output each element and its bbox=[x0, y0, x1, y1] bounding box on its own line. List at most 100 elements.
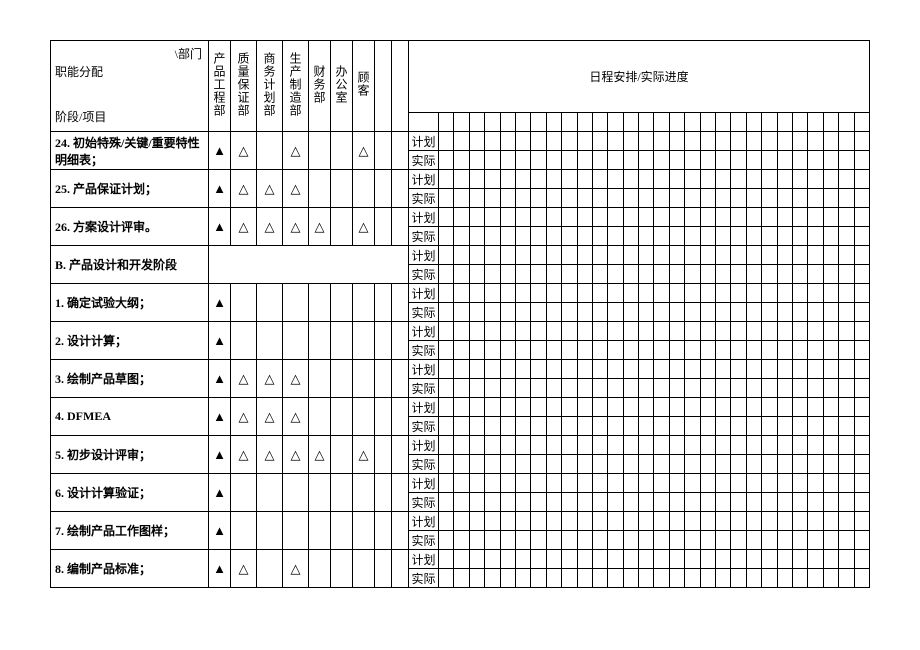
schedule-cell bbox=[654, 322, 669, 341]
status-plan: 计划 bbox=[409, 208, 439, 227]
schedule-cell bbox=[716, 379, 731, 398]
schedule-cell bbox=[823, 474, 838, 493]
schedule-cell bbox=[823, 531, 838, 550]
schedule-cell bbox=[654, 455, 669, 474]
corner-top-label: \部门 bbox=[175, 45, 202, 64]
schedule-cell bbox=[777, 151, 792, 170]
task-label: 1. 确定试验大纲； bbox=[51, 284, 209, 322]
dept-mark bbox=[392, 360, 409, 398]
schedule-cell bbox=[500, 189, 515, 208]
schedule-cell bbox=[823, 170, 838, 189]
schedule-cell bbox=[654, 189, 669, 208]
schedule-cell bbox=[777, 398, 792, 417]
schedule-cell bbox=[531, 474, 546, 493]
schedule-cell bbox=[454, 189, 469, 208]
schedule-cell bbox=[654, 531, 669, 550]
status-plan: 计划 bbox=[409, 246, 439, 265]
schedule-cell bbox=[839, 379, 854, 398]
schedule-col bbox=[531, 113, 546, 132]
schedule-cell bbox=[685, 227, 700, 246]
schedule-cell bbox=[854, 322, 869, 341]
dept-mark bbox=[353, 550, 375, 588]
schedule-cell bbox=[762, 417, 777, 436]
schedule-cell bbox=[639, 360, 654, 379]
schedule-cell bbox=[500, 493, 515, 512]
dept-mark bbox=[375, 360, 392, 398]
schedule-cell bbox=[515, 189, 530, 208]
schedule-cell bbox=[623, 569, 638, 588]
dept-col-6: 办公室 bbox=[331, 41, 353, 132]
schedule-cell bbox=[792, 227, 807, 246]
schedule-cell bbox=[700, 246, 715, 265]
schedule-cell bbox=[485, 360, 500, 379]
schedule-cell bbox=[439, 360, 454, 379]
schedule-cell bbox=[454, 379, 469, 398]
schedule-cell bbox=[500, 227, 515, 246]
schedule-cell bbox=[808, 341, 823, 360]
schedule-col bbox=[623, 113, 638, 132]
schedule-cell bbox=[746, 151, 761, 170]
schedule-cell bbox=[608, 474, 623, 493]
schedule-cell bbox=[469, 360, 484, 379]
schedule-cell bbox=[685, 132, 700, 151]
schedule-col bbox=[515, 113, 530, 132]
dept-mark bbox=[309, 360, 331, 398]
schedule-cell bbox=[731, 170, 746, 189]
schedule-cell bbox=[808, 493, 823, 512]
dept-mark: △ bbox=[353, 132, 375, 170]
schedule-cell bbox=[531, 265, 546, 284]
schedule-cell bbox=[700, 550, 715, 569]
schedule-cell bbox=[839, 474, 854, 493]
schedule-cell bbox=[531, 379, 546, 398]
schedule-cell bbox=[639, 303, 654, 322]
schedule-cell bbox=[669, 493, 684, 512]
dept-mark: △ bbox=[257, 398, 283, 436]
schedule-cell bbox=[577, 474, 592, 493]
schedule-cell bbox=[669, 550, 684, 569]
schedule-cell bbox=[654, 436, 669, 455]
schedule-cell bbox=[777, 189, 792, 208]
status-plan: 计划 bbox=[409, 398, 439, 417]
schedule-cell bbox=[808, 303, 823, 322]
schedule-cell bbox=[454, 531, 469, 550]
schedule-cell bbox=[746, 512, 761, 531]
schedule-cell bbox=[485, 246, 500, 265]
schedule-cell bbox=[439, 341, 454, 360]
schedule-cell bbox=[608, 151, 623, 170]
schedule-cell bbox=[808, 474, 823, 493]
dept-mark bbox=[392, 474, 409, 512]
schedule-cell bbox=[839, 151, 854, 170]
schedule-cell bbox=[792, 360, 807, 379]
schedule-cell bbox=[592, 151, 607, 170]
dept-mark bbox=[375, 512, 392, 550]
schedule-cell bbox=[546, 227, 561, 246]
schedule-cell bbox=[562, 132, 577, 151]
schedule-cell bbox=[562, 227, 577, 246]
schedule-cell bbox=[685, 265, 700, 284]
schedule-cell bbox=[792, 417, 807, 436]
schedule-cell bbox=[731, 322, 746, 341]
schedule-cell bbox=[792, 265, 807, 284]
dept-mark: △ bbox=[283, 436, 309, 474]
schedule-cell bbox=[454, 417, 469, 436]
dept-mark bbox=[353, 284, 375, 322]
schedule-cell bbox=[716, 132, 731, 151]
schedule-cell bbox=[500, 322, 515, 341]
schedule-cell bbox=[515, 379, 530, 398]
schedule-cell bbox=[823, 379, 838, 398]
schedule-cell bbox=[592, 284, 607, 303]
schedule-cell bbox=[792, 436, 807, 455]
schedule-cell bbox=[531, 170, 546, 189]
dept-mark: △ bbox=[283, 550, 309, 588]
schedule-cell bbox=[700, 417, 715, 436]
schedule-cell bbox=[839, 341, 854, 360]
schedule-cell bbox=[654, 569, 669, 588]
schedule-cell bbox=[792, 189, 807, 208]
schedule-cell bbox=[515, 531, 530, 550]
schedule-cell bbox=[808, 398, 823, 417]
schedule-cell bbox=[531, 417, 546, 436]
dept-mark: ▲ bbox=[209, 322, 231, 360]
schedule-col bbox=[654, 113, 669, 132]
dept-mark bbox=[231, 322, 257, 360]
schedule-cell bbox=[639, 379, 654, 398]
